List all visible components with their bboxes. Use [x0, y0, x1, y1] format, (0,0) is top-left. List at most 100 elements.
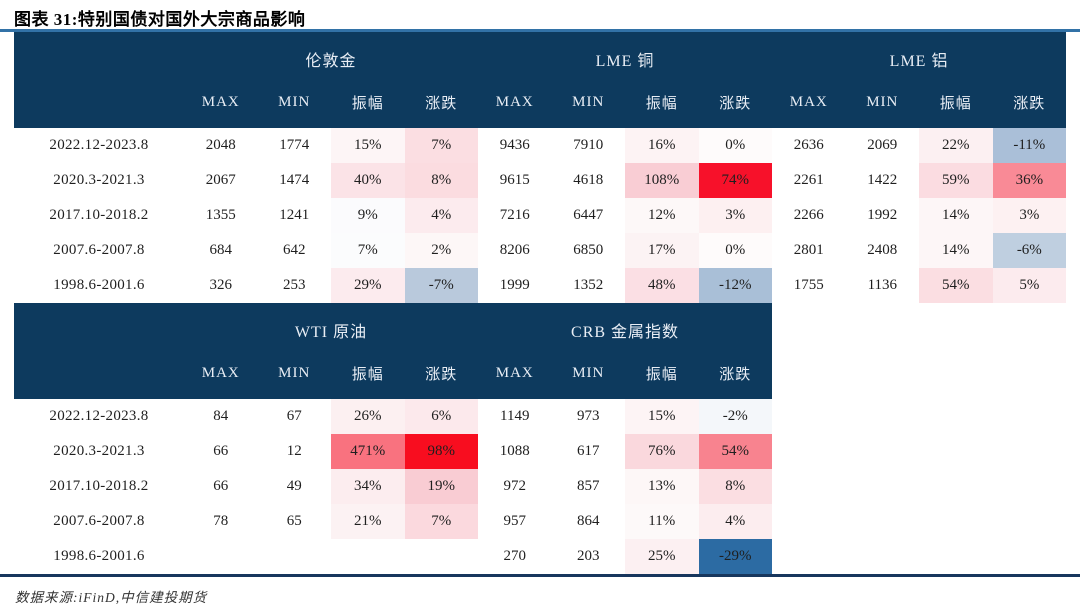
column-header: 涨跌	[404, 77, 479, 128]
column-header: 振幅	[919, 77, 993, 128]
table-row: 2022.12-2023.8 2048 1774 15% 7% 9436 7910 16% 0%…	[14, 128, 1067, 163]
max-cell: 2266	[793, 207, 824, 223]
max-cell: 2048	[205, 137, 236, 153]
change-cell: -6%	[992, 233, 1067, 268]
table-row: 2007.6-2007.8 684 642 7% 2% 8206 6850 17% 0% 2801…	[14, 233, 1067, 268]
amplitude-cell: 15%	[331, 128, 405, 163]
max-cell: 1999	[499, 277, 530, 293]
amplitude-cell: 12%	[625, 198, 699, 233]
change-cell: -7%	[404, 268, 479, 303]
amplitude-cell: 7%	[331, 233, 405, 268]
column-header: 振幅	[331, 77, 405, 128]
column-header: 涨跌	[698, 348, 773, 399]
max-cell: 78	[213, 513, 229, 529]
column-header: 涨跌	[698, 77, 773, 128]
amplitude-cell: 25%	[625, 539, 699, 574]
group-header: WTI 原油	[184, 303, 479, 348]
change-cell: 4%	[404, 198, 479, 233]
top-rule	[0, 29, 1080, 32]
amplitude-cell: 59%	[919, 163, 993, 198]
corner-cell	[14, 348, 184, 399]
column-header: 涨跌	[404, 348, 479, 399]
max-cell: 84	[213, 408, 229, 424]
min-cell: 864	[577, 513, 600, 529]
amplitude-cell: 22%	[919, 128, 993, 163]
amplitude-cell: 15%	[625, 399, 699, 434]
change-cell: 7%	[404, 128, 479, 163]
period-cell: 2022.12-2023.8	[49, 137, 149, 153]
min-cell: 1474	[279, 172, 310, 188]
amplitude-cell: 14%	[919, 198, 993, 233]
commodity-table-bottom: WTI 原油 CRB 金属指数 MAX MIN 振幅 涨跌 MAX MIN 振幅 涨跌 2022.1…	[14, 303, 773, 574]
period-cell: 2020.3-2021.3	[53, 172, 145, 188]
min-cell: 1774	[279, 137, 310, 153]
max-cell: 9436	[499, 137, 530, 153]
period-cell: 2007.6-2007.8	[53, 513, 145, 529]
min-cell: 1136	[867, 277, 898, 293]
max-cell: 66	[213, 478, 229, 494]
column-header: MAX	[478, 77, 552, 128]
max-cell: 2067	[205, 172, 236, 188]
change-cell: 8%	[698, 469, 773, 504]
change-cell: 7%	[404, 504, 479, 539]
table-row: 2020.3-2021.3 2067 1474 40% 8% 9615 4618 108% 74…	[14, 163, 1067, 198]
corner-cell	[14, 77, 184, 128]
corner-cell	[14, 32, 184, 77]
amplitude-cell: 17%	[625, 233, 699, 268]
max-cell: 972	[503, 478, 527, 494]
max-cell: 326	[209, 277, 233, 293]
table-row: 1998.6-2001.6 326 253 29% -7% 1999 1352 48% -12%…	[14, 268, 1067, 303]
period-cell: 2020.3-2021.3	[53, 443, 145, 459]
column-header: MAX	[478, 348, 552, 399]
table-area: 伦敦金 LME 铜 LME 铝 MAX MIN 振幅 涨跌 MAX MIN 振幅 涨跌 MAX MIN 振…	[0, 32, 1080, 574]
amplitude-cell: 40%	[331, 163, 405, 198]
min-cell: 1992	[867, 207, 898, 223]
min-cell: 253	[283, 277, 306, 293]
table-row: 2022.12-2023.8 84 67 26% 6% 1149 973 15% -2%	[14, 399, 773, 434]
change-cell: 19%	[404, 469, 479, 504]
max-cell: 957	[503, 513, 527, 529]
change-cell: 5%	[992, 268, 1067, 303]
column-header: MAX	[772, 77, 846, 128]
min-cell: 49	[286, 478, 302, 494]
group-header: LME 铜	[478, 32, 773, 77]
column-header: MAX	[184, 348, 258, 399]
amplitude-cell: 29%	[331, 268, 405, 303]
change-cell: 4%	[698, 504, 773, 539]
sub-header-row: MAX MIN 振幅 涨跌 MAX MIN 振幅 涨跌	[14, 348, 773, 399]
group-header: LME 铝	[772, 32, 1067, 77]
change-cell: 54%	[698, 434, 773, 469]
change-cell: 0%	[698, 128, 773, 163]
amplitude-cell: 471%	[331, 434, 405, 469]
amplitude-cell: 11%	[625, 504, 699, 539]
max-cell: 1088	[499, 443, 530, 459]
change-cell: -12%	[698, 268, 773, 303]
corner-cell	[14, 303, 184, 348]
column-header: 振幅	[625, 348, 699, 399]
column-header: 涨跌	[992, 77, 1067, 128]
period-cell: 1998.6-2001.6	[53, 277, 145, 293]
min-cell: 2069	[867, 137, 898, 153]
amplitude-cell: 108%	[625, 163, 699, 198]
column-header: MIN	[257, 77, 331, 128]
chart-title: 图表 31:特别国债对国外大宗商品影响	[14, 10, 306, 29]
max-cell: 2636	[793, 137, 824, 153]
change-cell: 8%	[404, 163, 479, 198]
column-header: MAX	[184, 77, 258, 128]
amplitude-cell: 16%	[625, 128, 699, 163]
change-cell: -29%	[698, 539, 773, 574]
group-header: 伦敦金	[184, 32, 479, 77]
table-row: 2007.6-2007.8 78 65 21% 7% 957 864 11% 4%	[14, 504, 773, 539]
max-cell: 1149	[500, 408, 530, 424]
max-cell: 684	[209, 242, 233, 258]
max-cell: 8206	[499, 242, 530, 258]
amplitude-cell: 9%	[331, 198, 405, 233]
table-row: 2017.10-2018.2 66 49 34% 19% 972 857 13% 8%	[14, 469, 773, 504]
min-cell: 6447	[573, 207, 604, 223]
table-row: 2017.10-2018.2 1355 1241 9% 4% 7216 6447 12% 3% 2…	[14, 198, 1067, 233]
change-cell: 3%	[698, 198, 773, 233]
column-header: MIN	[257, 348, 331, 399]
column-header: MIN	[551, 77, 626, 128]
min-cell: 203	[577, 548, 600, 564]
max-cell: 2801	[793, 242, 824, 258]
